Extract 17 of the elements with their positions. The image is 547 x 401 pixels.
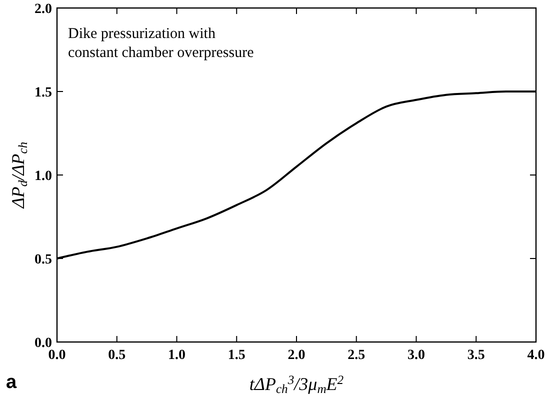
x-tick-label: 1.0 (168, 348, 186, 363)
x-tick-label: 3.0 (408, 348, 425, 363)
y-tick-label: 2.0 (34, 2, 52, 17)
x-tick-label: 2.0 (288, 348, 306, 363)
x-tick-label: 2.5 (348, 348, 366, 363)
x-tick-label: 1.5 (228, 348, 246, 363)
x-tick-label: 4.0 (527, 348, 545, 363)
y-tick-label: 0.5 (34, 252, 52, 268)
x-tick-label: 3.5 (467, 348, 485, 363)
y-tick-label: 0.0 (34, 336, 52, 351)
x-tick-label: 0.0 (48, 348, 66, 363)
text: a (6, 372, 17, 393)
x-tick-label: 0.5 (108, 348, 126, 363)
x-axis-title: tΔP$_{ch}$$^{3}$/3μ$_{m}$E$^{2}$ (249, 373, 344, 396)
y-tick-label: 1.0 (34, 168, 52, 184)
y-tick-label: 1.5 (34, 85, 52, 100)
annotation: Dike pressurization with constant chamber overpressure (68, 26, 254, 61)
